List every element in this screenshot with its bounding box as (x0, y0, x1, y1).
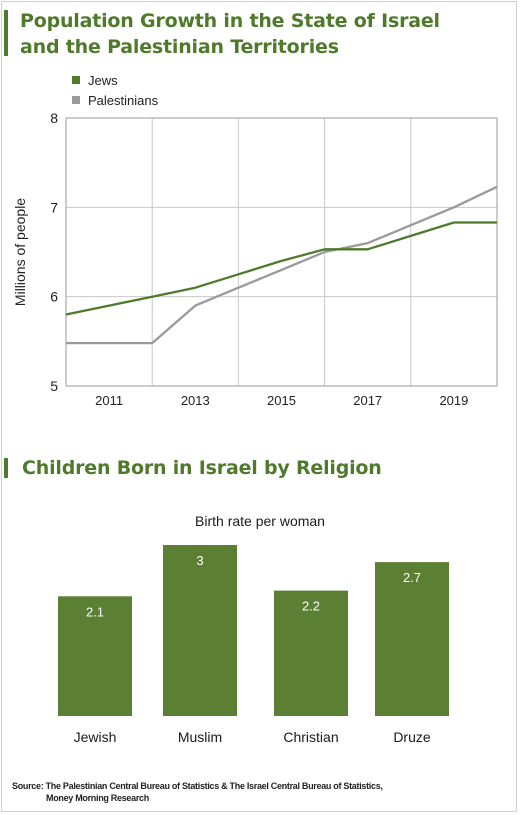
bar-value-label: 2.7 (403, 570, 421, 585)
bar-jewish (58, 596, 132, 716)
category-label: Muslim (178, 729, 222, 745)
section-marker (4, 458, 8, 478)
legend-label-palestinians: Palestinians (88, 92, 159, 108)
legend-item-palestinians: Palestinians (72, 90, 158, 110)
bar-value-label: 2.1 (86, 604, 104, 619)
bar-chart-title: Children Born in Israel by Religion (22, 457, 382, 479)
line-chart-title-line2: and the Palestinian Territories (20, 36, 339, 58)
section-marker (4, 10, 8, 56)
legend-item-jews: Jews (72, 70, 158, 90)
bar-value-label: 3 (196, 553, 203, 568)
series-line-jews (65, 221, 497, 316)
legend-swatch-palestinians (72, 96, 80, 104)
bar-muslim (163, 545, 237, 716)
x-tick-label: 2011 (95, 393, 123, 408)
y-tick-label: 8 (50, 110, 58, 126)
category-label: Druze (393, 729, 431, 745)
x-tick-label: 2015 (267, 393, 296, 408)
legend-label-jews: Jews (88, 72, 118, 88)
bar-chart: Birth rate per woman 2.1 Jewish 3 Muslim 2.2 C… (58, 513, 449, 745)
bar-christian (274, 590, 348, 716)
bar-value-label: 2.2 (302, 599, 320, 614)
line-chart: 5 6 7 8 2011 2013 2015 2017 2019 Millions of peop… (12, 110, 498, 408)
bar-chart-subtitle: Birth rate per woman (195, 513, 325, 529)
source-line1: Source: The Palestinian Central Bureau o… (12, 781, 383, 791)
x-tick-label: 2013 (181, 393, 210, 408)
line-chart-title-line1: Population Growth in the State of Israel (20, 10, 440, 32)
x-tick-label: 2019 (439, 393, 468, 408)
y-tick-label: 6 (50, 289, 58, 305)
category-label: Jewish (74, 729, 117, 745)
y-axis-label: Millions of people (12, 198, 28, 306)
line-chart-legend: Jews Palestinians (72, 70, 158, 110)
line-chart-title: Population Growth in the State of Israel… (20, 8, 500, 60)
x-tick-label: 2017 (353, 393, 382, 408)
category-label: Christian (283, 729, 338, 745)
plot-frame (65, 117, 498, 387)
bar-druze (375, 562, 449, 716)
source-note: Source: The Palestinian Central Bureau o… (12, 780, 512, 804)
y-tick-label: 5 (50, 378, 58, 394)
series-line-palestinians (66, 185, 498, 345)
source-line2: Money Morning Research (46, 793, 149, 803)
legend-swatch-jews (72, 76, 80, 84)
y-tick-label: 7 (50, 199, 58, 215)
